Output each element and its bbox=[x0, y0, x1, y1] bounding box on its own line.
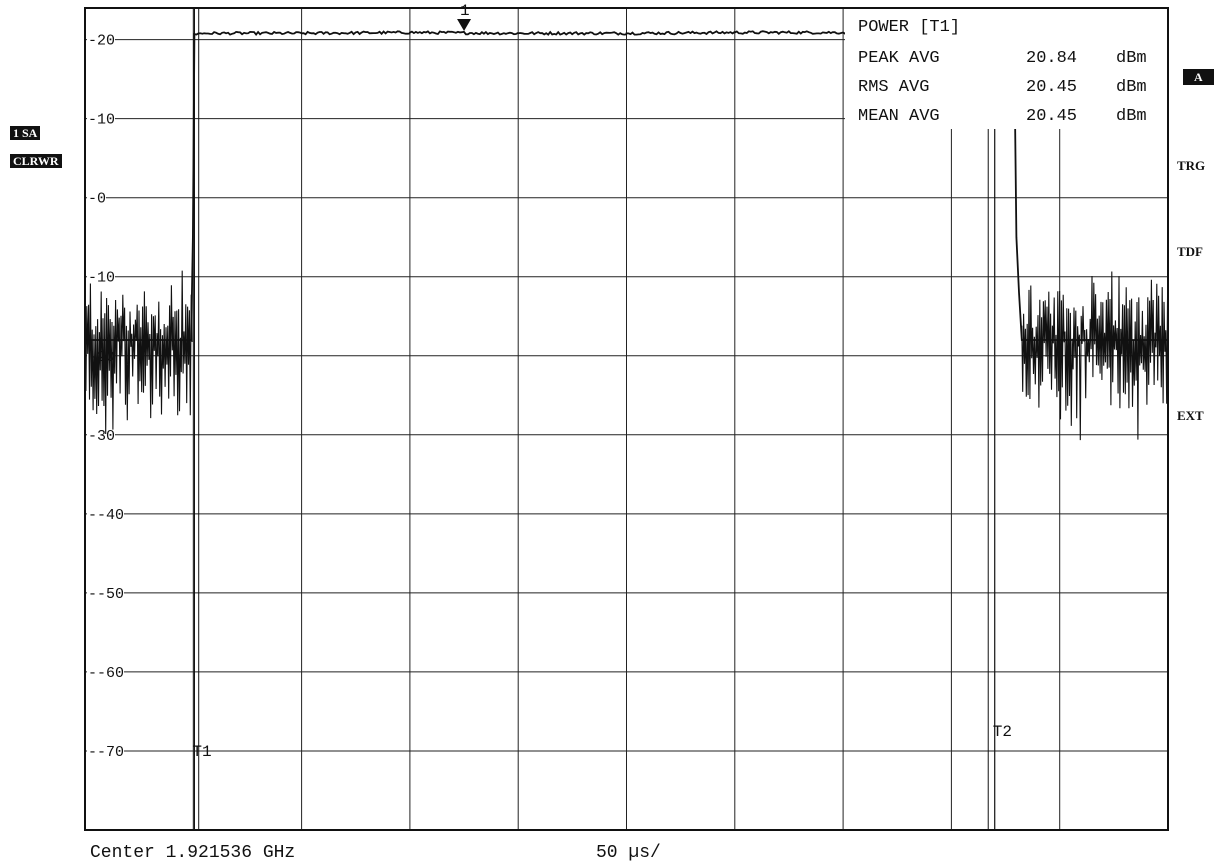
y-tick-label: --50 bbox=[88, 586, 124, 603]
mode-label-badge: CLRWR bbox=[10, 154, 62, 168]
marker-layer: 1 bbox=[457, 2, 472, 31]
power-table-row-name: PEAK AVG bbox=[858, 49, 940, 68]
y-tick-label: --40 bbox=[88, 507, 124, 524]
tdf-label: TDF bbox=[1177, 244, 1203, 259]
ext-label: EXT bbox=[1177, 408, 1204, 423]
y-tick-label-bg bbox=[87, 583, 124, 602]
power-table-row-name: MEAN AVG bbox=[858, 107, 940, 126]
power-table-row-value: 20.45 bbox=[1026, 78, 1077, 97]
y-tick-label: --60 bbox=[88, 665, 124, 682]
gate-label-t2: T2 bbox=[993, 723, 1012, 741]
power-table-row-value: 20.84 bbox=[1026, 49, 1077, 68]
center-frequency-label: Center 1.921536 GHz bbox=[90, 843, 296, 863]
power-table-row-unit: dBm bbox=[1116, 78, 1147, 97]
y-tick-label: -0 bbox=[88, 191, 106, 208]
marker-triangle bbox=[457, 18, 472, 31]
plot-grid bbox=[85, 8, 1168, 830]
y-tick-label-bg bbox=[87, 504, 124, 523]
power-table-row-name: RMS AVG bbox=[858, 78, 929, 97]
y-tick-label-bg bbox=[87, 188, 106, 207]
y-tick-label-bg bbox=[87, 662, 124, 681]
y-tick-label-bg bbox=[87, 741, 124, 760]
y-tick-label-bg bbox=[87, 267, 115, 286]
power-table-row-unit: dBm bbox=[1116, 49, 1147, 68]
channel-a-badge: A bbox=[1183, 69, 1214, 85]
gate-lines: T1 T2 bbox=[192, 8, 1012, 830]
noise-trace-after bbox=[1021, 271, 1169, 441]
y-tick-label: -20 bbox=[88, 33, 115, 50]
y-tick-label-bg bbox=[87, 30, 115, 49]
trace-label-badge: 1 SA bbox=[10, 126, 41, 140]
power-table-row-value: 20.45 bbox=[1026, 107, 1077, 126]
marker-label: 1 bbox=[460, 2, 470, 20]
y-tick-label-bg bbox=[87, 425, 115, 444]
y-tick-label: --70 bbox=[88, 744, 124, 761]
y-tick-labels: -20-10-0-10-20-30--40--50--60--70 bbox=[87, 30, 124, 761]
gate-label-t1: T1 bbox=[192, 743, 211, 761]
trigger-label: TRG bbox=[1177, 158, 1206, 173]
y-tick-label: -10 bbox=[88, 112, 115, 129]
power-table-header: POWER [T1] bbox=[858, 18, 960, 37]
y-tick-label-bg bbox=[87, 109, 115, 128]
y-tick-label: -30 bbox=[88, 428, 115, 445]
sweep-time-label: 50 µs/ bbox=[596, 843, 661, 863]
plot-frame bbox=[84, 7, 1169, 831]
y-tick-label: -10 bbox=[88, 270, 115, 287]
power-table-bg bbox=[845, 9, 1167, 129]
power-table: POWER [T1] PEAK AVG 20.84 dBm RMS AVG 20.45 dB… bbox=[845, 9, 1167, 129]
power-table-row-unit: dBm bbox=[1116, 107, 1147, 126]
noise-trace-before bbox=[84, 270, 193, 435]
